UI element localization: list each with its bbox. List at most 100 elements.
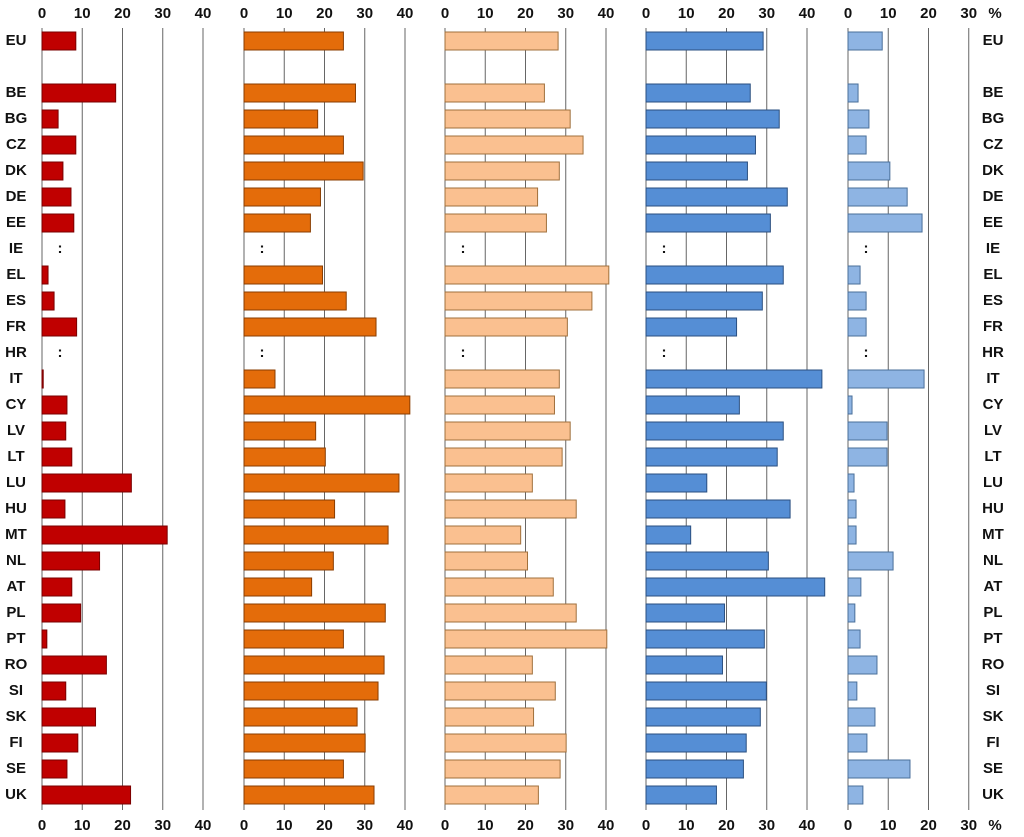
bar xyxy=(645,473,708,493)
x-tick-label: 40 xyxy=(397,817,414,834)
bar xyxy=(243,187,321,207)
bar xyxy=(847,83,859,103)
bar xyxy=(847,551,894,571)
bar xyxy=(847,707,876,727)
bar xyxy=(645,629,765,649)
bar xyxy=(243,603,386,623)
x-tick-label: 20 xyxy=(517,817,534,834)
category-label: BG xyxy=(982,110,1005,127)
bar xyxy=(645,655,723,675)
bar xyxy=(444,447,563,467)
bar xyxy=(645,31,764,51)
bar xyxy=(444,265,610,285)
bar xyxy=(645,577,826,597)
x-tick-label: 0 xyxy=(844,5,852,22)
bar xyxy=(444,317,568,337)
bar xyxy=(847,265,861,285)
bar xyxy=(243,135,344,155)
bar xyxy=(41,187,72,207)
x-tick-label: 0 xyxy=(642,5,650,22)
bar xyxy=(243,161,364,181)
x-tick-label: 30 xyxy=(557,817,574,834)
category-label: IT xyxy=(9,370,22,387)
bar xyxy=(243,551,334,571)
bar xyxy=(645,421,784,441)
bar xyxy=(243,525,389,545)
bar xyxy=(243,213,311,233)
category-label: HU xyxy=(982,500,1004,517)
bar xyxy=(243,759,344,779)
bar xyxy=(847,525,857,545)
bar xyxy=(847,31,883,51)
bar xyxy=(41,265,49,285)
value-label: : xyxy=(864,240,869,257)
category-label: MT xyxy=(5,526,27,543)
x-tick-label: 40 xyxy=(598,817,615,834)
bar xyxy=(41,785,132,805)
x-tick-label: 30 xyxy=(154,817,171,834)
bar xyxy=(243,707,358,727)
x-tick-label: 10 xyxy=(880,5,897,22)
bar xyxy=(41,161,64,181)
category-label: EU xyxy=(983,32,1004,49)
bar xyxy=(444,395,555,415)
value-label: : xyxy=(260,344,265,361)
bar xyxy=(243,629,344,649)
category-label: ES xyxy=(6,292,26,309)
bar xyxy=(847,369,925,389)
bar xyxy=(41,421,67,441)
bar xyxy=(444,213,547,233)
bar xyxy=(645,317,738,337)
bar xyxy=(444,785,539,805)
value-label: : xyxy=(461,344,466,361)
category-label: EE xyxy=(6,214,26,231)
bar xyxy=(243,83,356,103)
bar xyxy=(645,759,744,779)
bar xyxy=(847,161,891,181)
category-label: NL xyxy=(6,552,26,569)
x-tick-label: 20 xyxy=(718,817,735,834)
bar xyxy=(847,733,868,753)
bar xyxy=(847,395,853,415)
bar xyxy=(41,733,79,753)
category-label: EL xyxy=(983,266,1002,283)
bar xyxy=(41,369,44,389)
bar xyxy=(847,681,858,701)
x-tick-label: 30 xyxy=(758,5,775,22)
category-label: CY xyxy=(6,396,27,413)
x-tick-label: 20 xyxy=(316,5,333,22)
bar xyxy=(847,473,855,493)
x-tick-label: 40 xyxy=(598,5,615,22)
bar xyxy=(444,83,545,103)
category-label: HU xyxy=(5,500,27,517)
bar xyxy=(243,265,323,285)
bar xyxy=(645,187,788,207)
bar xyxy=(444,759,561,779)
x-axis-label: % xyxy=(988,5,1001,22)
x-tick-label: 40 xyxy=(195,5,212,22)
bar xyxy=(444,109,571,129)
bar xyxy=(41,499,66,519)
bar xyxy=(847,603,856,623)
bar xyxy=(645,369,823,389)
bar xyxy=(41,473,132,493)
bar xyxy=(444,473,533,493)
category-label: BE xyxy=(6,84,27,101)
bar xyxy=(243,31,344,51)
bar xyxy=(444,291,593,311)
bar xyxy=(645,525,692,545)
value-label: : xyxy=(461,240,466,257)
value-label: : xyxy=(864,344,869,361)
category-label: FI xyxy=(9,734,22,751)
x-tick-label: 0 xyxy=(844,817,852,834)
category-label: LV xyxy=(7,422,25,439)
x-tick-label: 0 xyxy=(441,817,449,834)
bar xyxy=(847,135,867,155)
bar xyxy=(444,135,584,155)
category-label: UK xyxy=(5,786,27,803)
x-tick-label: 30 xyxy=(960,817,977,834)
category-label: FI xyxy=(986,734,999,751)
bar xyxy=(41,213,75,233)
category-label: UK xyxy=(982,786,1004,803)
